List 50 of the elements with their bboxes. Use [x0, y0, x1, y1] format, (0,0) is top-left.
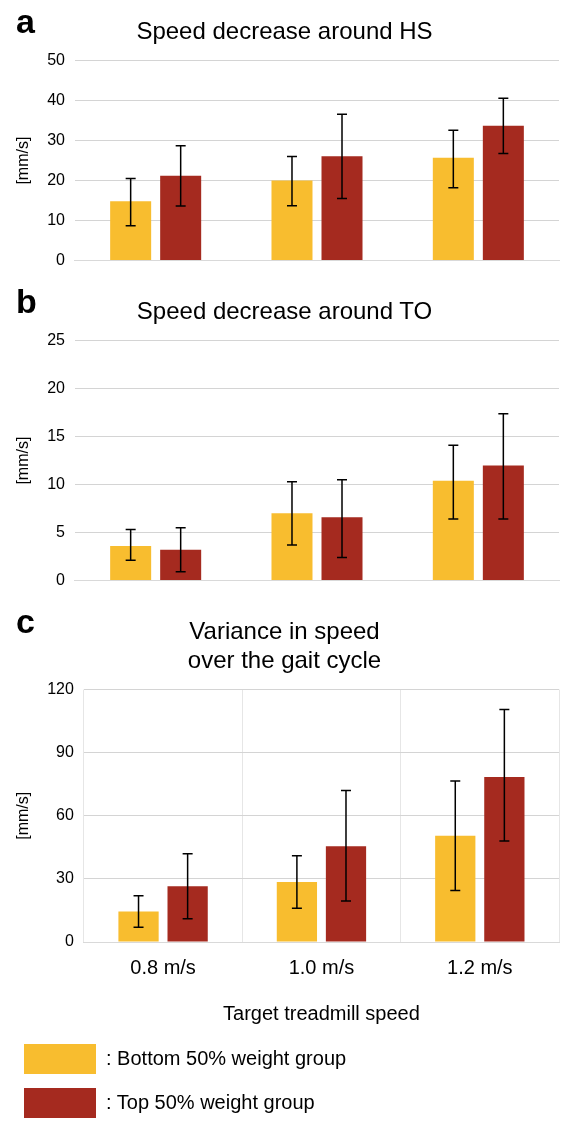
- y-tick-label: 30: [56, 869, 74, 887]
- text: b: [16, 282, 37, 320]
- text: a: [16, 2, 35, 40]
- y-tick-label: 5: [56, 522, 66, 540]
- y-axis-title: [mm/s]: [14, 136, 32, 185]
- y-tick-label: 40: [47, 91, 66, 109]
- y-tick-label: 0: [56, 250, 66, 268]
- y-tick-label: 120: [47, 680, 74, 698]
- bar: [110, 545, 152, 580]
- x-tick-label: 0.8 m/s: [130, 955, 196, 978]
- y-axis-title: [mm/s]: [14, 436, 32, 485]
- y-tick-label: 15: [47, 427, 66, 445]
- bar: [167, 886, 208, 942]
- y-tick-label: 60: [56, 806, 74, 824]
- x-tick-label: 1.0 m/s: [288, 955, 355, 978]
- x-tick-label: 1.2 m/s: [447, 955, 513, 978]
- y-tick-label: 10: [47, 210, 66, 228]
- legend-label: : Bottom 50% weight group: [106, 1046, 347, 1069]
- chart-title: Speed decrease around TO: [136, 297, 433, 325]
- bar: [110, 201, 152, 260]
- bar: [160, 175, 202, 260]
- bar: [321, 517, 363, 580]
- bar: [435, 835, 476, 942]
- y-tick-label: 20: [47, 170, 66, 188]
- bar: [484, 776, 525, 942]
- bar: [321, 156, 363, 260]
- y-tick-label: 0: [64, 932, 74, 950]
- bar: [482, 465, 524, 580]
- bar: [432, 157, 474, 260]
- bar: [271, 513, 313, 580]
- bar: [482, 125, 524, 260]
- chart-title: Speed decrease around HS: [136, 17, 433, 45]
- legend-label: : Top 50% weight group: [106, 1090, 315, 1113]
- y-axis-title: [mm/s]: [14, 791, 32, 840]
- y-tick-label: 25: [47, 331, 66, 349]
- y-tick-label: 0: [56, 570, 66, 588]
- y-tick-label: 50: [47, 51, 66, 69]
- bar: [432, 480, 474, 580]
- chart-title: Variance in speed over the gait cycle: [187, 617, 382, 673]
- y-tick-label: 90: [56, 743, 74, 761]
- y-tick-label: 30: [47, 131, 66, 149]
- text: c: [16, 602, 35, 640]
- bar: [160, 549, 202, 580]
- bar: [325, 846, 367, 942]
- bar: [276, 882, 318, 942]
- y-tick-label: 20: [47, 379, 66, 397]
- x-axis-title: Target treadmill speed: [223, 1001, 420, 1024]
- bar: [271, 180, 313, 260]
- bar: [118, 911, 159, 942]
- y-tick-label: 10: [47, 474, 66, 492]
